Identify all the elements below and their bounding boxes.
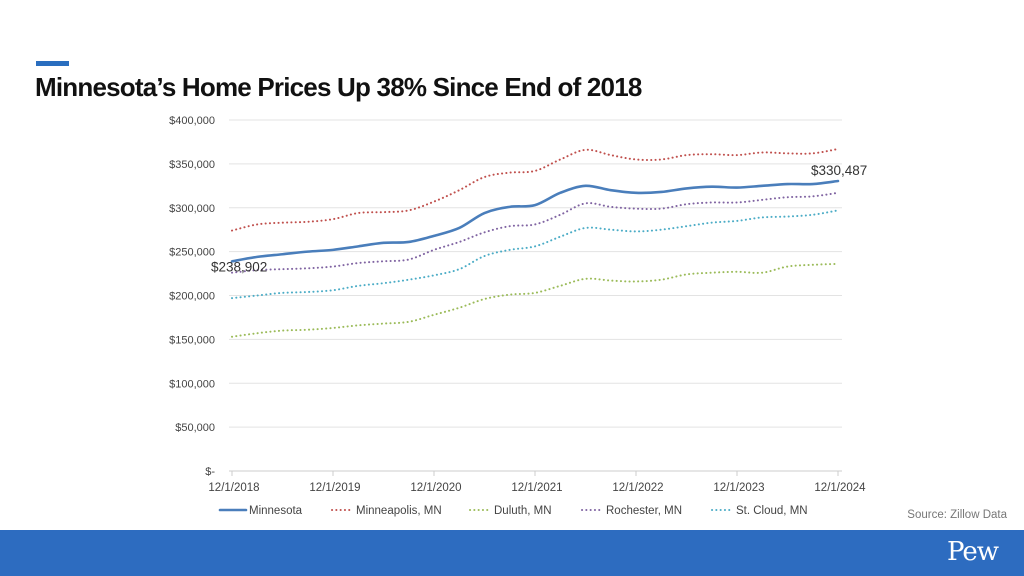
x-tick-label: 12/1/2019 — [309, 482, 360, 494]
x-tick-label: 12/1/2018 — [208, 482, 259, 494]
y-tick-label: $350,000 — [169, 159, 215, 171]
y-tick-label: $100,000 — [169, 378, 215, 390]
series-line-st-cloud-mn — [231, 209, 839, 300]
y-tick-label: $250,000 — [169, 247, 215, 259]
line-chart: $- $50,000 $100,000 $150,000 $200,000 $250,00… — [169, 115, 867, 517]
x-tick-label: 12/1/2023 — [713, 482, 764, 494]
y-tick-label: $200,000 — [169, 291, 215, 303]
legend-label: Duluth, MN — [494, 505, 552, 517]
footer-bar: Pew — [0, 530, 1024, 576]
legend-label: Minnesota — [249, 505, 303, 517]
pew-logo: Pew — [947, 537, 999, 567]
series-line-minneapolis-mn — [231, 147, 839, 232]
x-tick-label: 12/1/2022 — [612, 482, 663, 494]
x-tick-label: 12/1/2020 — [410, 482, 461, 494]
series-line-duluth-mn — [231, 262, 839, 338]
legend-label: Rochester, MN — [606, 505, 682, 517]
x-tick-label: 12/1/2021 — [511, 482, 562, 494]
x-tick-label: 12/1/2024 — [814, 482, 866, 494]
legend-label: St. Cloud, MN — [736, 505, 808, 517]
y-tick-label: $400,000 — [169, 115, 215, 127]
start-data-label: $238,902 — [211, 259, 267, 274]
y-tick-label: $50,000 — [175, 422, 215, 434]
legend-label: Minneapolis, MN — [356, 505, 442, 517]
y-tick-label: $300,000 — [169, 203, 215, 215]
series-line-rochester-mn — [231, 191, 839, 274]
end-data-label: $330,487 — [811, 163, 867, 178]
source-note: Source: Zillow Data — [907, 509, 1007, 521]
y-tick-label: $- — [205, 466, 215, 478]
page-title: Minnesota’s Home Prices Up 38% Since End… — [35, 72, 642, 102]
y-tick-label: $150,000 — [169, 334, 215, 346]
series-line-minnesota — [230, 179, 840, 263]
title-accent-bar — [36, 61, 69, 66]
